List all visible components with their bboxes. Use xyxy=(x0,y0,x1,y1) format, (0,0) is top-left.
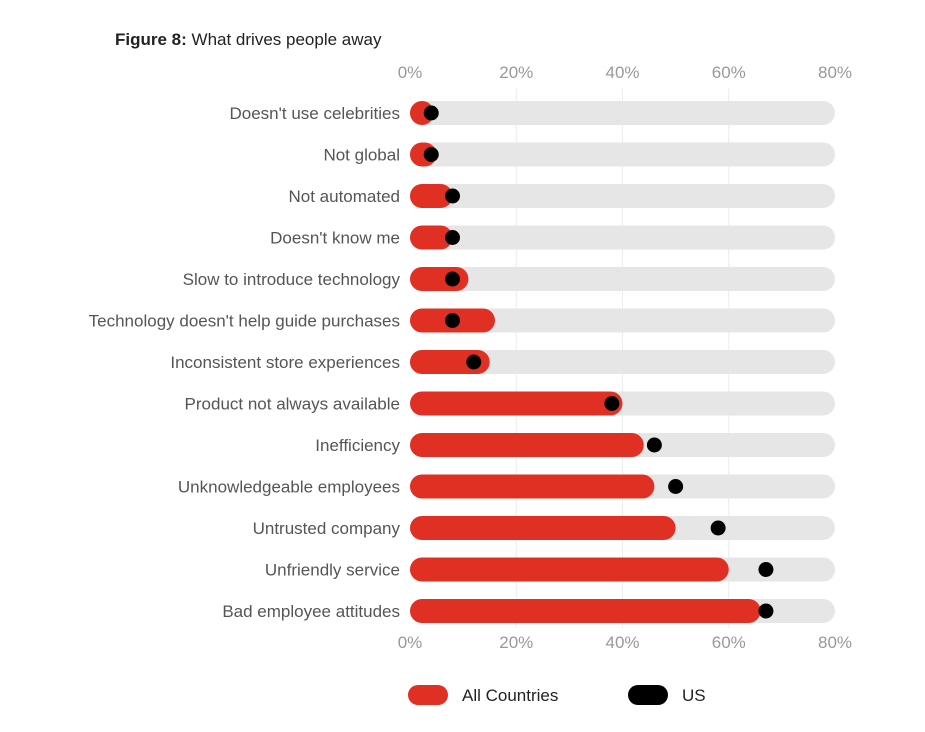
x-tick-label-bottom: 80% xyxy=(818,633,852,652)
x-tick-label-bottom: 60% xyxy=(712,633,746,652)
legend-swatch-us xyxy=(628,685,668,705)
dot-us-doesn-t-use-celebrities xyxy=(423,105,439,121)
legend-swatch-all-countries xyxy=(408,685,448,705)
legend-label-all-countries: All Countries xyxy=(462,686,558,705)
track-slow-to-introduce-technology xyxy=(410,267,835,291)
track-not-global xyxy=(410,142,835,167)
category-label-inefficiency: Inefficiency xyxy=(315,436,400,455)
figure-title-text: What drives people away xyxy=(191,30,382,49)
x-tick-label-bottom: 20% xyxy=(499,633,533,652)
dot-us-inconsistent-store-experiences xyxy=(466,354,482,370)
category-label-bad-employee-attitudes: Bad employee attitudes xyxy=(222,602,400,621)
bar-all-countries-unfriendly-service xyxy=(410,557,729,582)
track-technology-doesn-t-help-guide-purchases xyxy=(410,308,835,333)
bar-all-countries-not-automated xyxy=(410,184,453,208)
x-tick-label-top: 0% xyxy=(398,63,423,82)
dot-us-doesn-t-know-me xyxy=(445,230,460,245)
x-tick-label-top: 80% xyxy=(818,63,852,82)
dot-us-untrusted-company xyxy=(710,520,726,536)
x-tick-label-bottom: 0% xyxy=(398,633,423,652)
bar-all-countries-doesn-t-know-me xyxy=(410,225,453,250)
track-doesn-t-know-me xyxy=(410,225,835,250)
figure-title: Figure 8: What drives people away xyxy=(115,30,381,50)
category-label-technology-doesn-t-help-guide-purchases: Technology doesn't help guide purchases xyxy=(89,312,400,331)
dot-us-technology-doesn-t-help-guide-purchases xyxy=(445,313,460,328)
category-label-product-not-always-available: Product not always available xyxy=(185,395,400,414)
category-labels: Doesn't use celebrities Not global Not aut… xyxy=(89,104,401,621)
figure-number: Figure 8: xyxy=(115,30,187,49)
x-tick-label-bottom: 40% xyxy=(605,633,639,652)
category-label-inconsistent-store-experiences: Inconsistent store experiences xyxy=(170,353,400,372)
dot-us-unfriendly-service xyxy=(758,562,774,577)
bar-all-countries-inefficiency xyxy=(410,433,644,457)
bar-all-countries-untrusted-company xyxy=(410,516,676,540)
dot-us-not-automated xyxy=(445,188,460,204)
legend-label-us: US xyxy=(682,686,706,705)
dot-us-unknowledgeable-employees xyxy=(668,479,684,494)
dot-us-inefficiency xyxy=(646,437,662,453)
dot-us-slow-to-introduce-technology xyxy=(445,271,460,287)
dot-us-product-not-always-available xyxy=(604,396,620,411)
bar-all-countries-unknowledgeable-employees xyxy=(410,474,655,499)
category-label-not-automated: Not automated xyxy=(288,187,400,206)
x-tick-label-top: 20% xyxy=(499,63,533,82)
x-tick-label-top: 40% xyxy=(605,63,639,82)
x-tick-label-top: 60% xyxy=(712,63,746,82)
track-inconsistent-store-experiences xyxy=(410,350,835,374)
category-label-doesn-t-know-me: Doesn't know me xyxy=(270,229,400,248)
track-doesn-t-use-celebrities xyxy=(410,101,835,125)
category-label-not-global: Not global xyxy=(323,146,400,165)
bar-all-countries-product-not-always-available xyxy=(410,391,623,416)
category-label-doesn-t-use-celebrities: Doesn't use celebrities xyxy=(230,104,401,123)
dot-us-not-global xyxy=(423,147,439,162)
category-label-untrusted-company: Untrusted company xyxy=(253,519,401,538)
dots-us xyxy=(423,105,774,619)
bar-all-countries-bad-employee-attitudes xyxy=(410,599,761,623)
legend: All Countries US xyxy=(408,685,706,705)
category-label-slow-to-introduce-technology: Slow to introduce technology xyxy=(183,270,401,289)
axis-ticks: 0% 0% 20% 20% 40% 40% 60% 60% 80% 80% xyxy=(398,63,852,652)
category-label-unknowledgeable-employees: Unknowledgeable employees xyxy=(178,478,400,497)
dot-us-bad-employee-attitudes xyxy=(758,603,774,619)
category-label-unfriendly-service: Unfriendly service xyxy=(265,561,400,580)
track-not-automated xyxy=(410,184,835,208)
